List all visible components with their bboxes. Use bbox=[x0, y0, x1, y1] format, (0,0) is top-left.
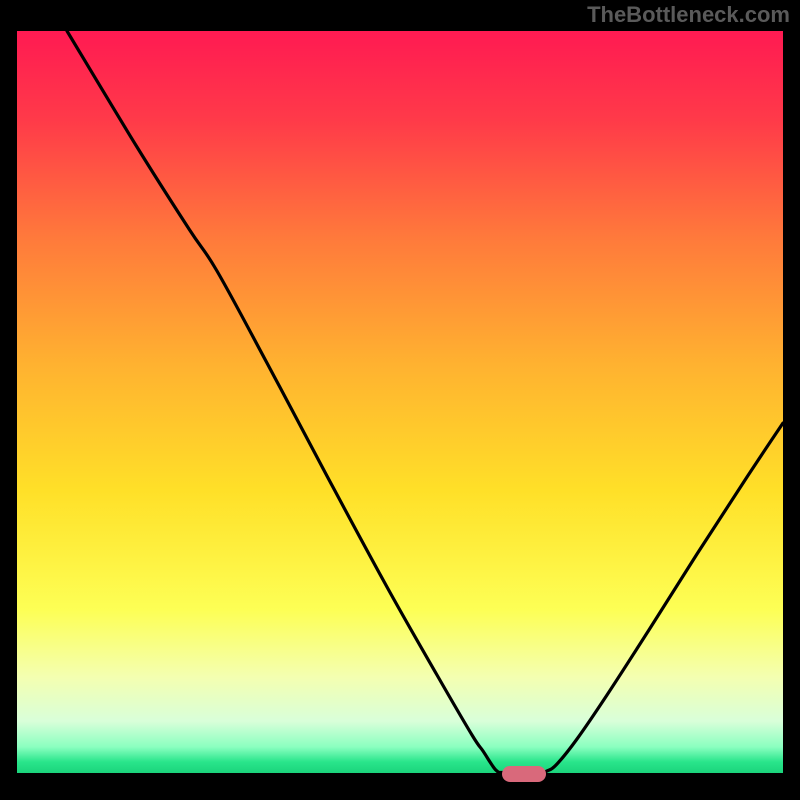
bottleneck-curve bbox=[17, 31, 783, 773]
chart-canvas: TheBottleneck.com bbox=[0, 0, 800, 800]
plot-area bbox=[17, 31, 783, 773]
watermark-text: TheBottleneck.com bbox=[587, 2, 790, 28]
optimal-point-marker bbox=[502, 766, 546, 782]
